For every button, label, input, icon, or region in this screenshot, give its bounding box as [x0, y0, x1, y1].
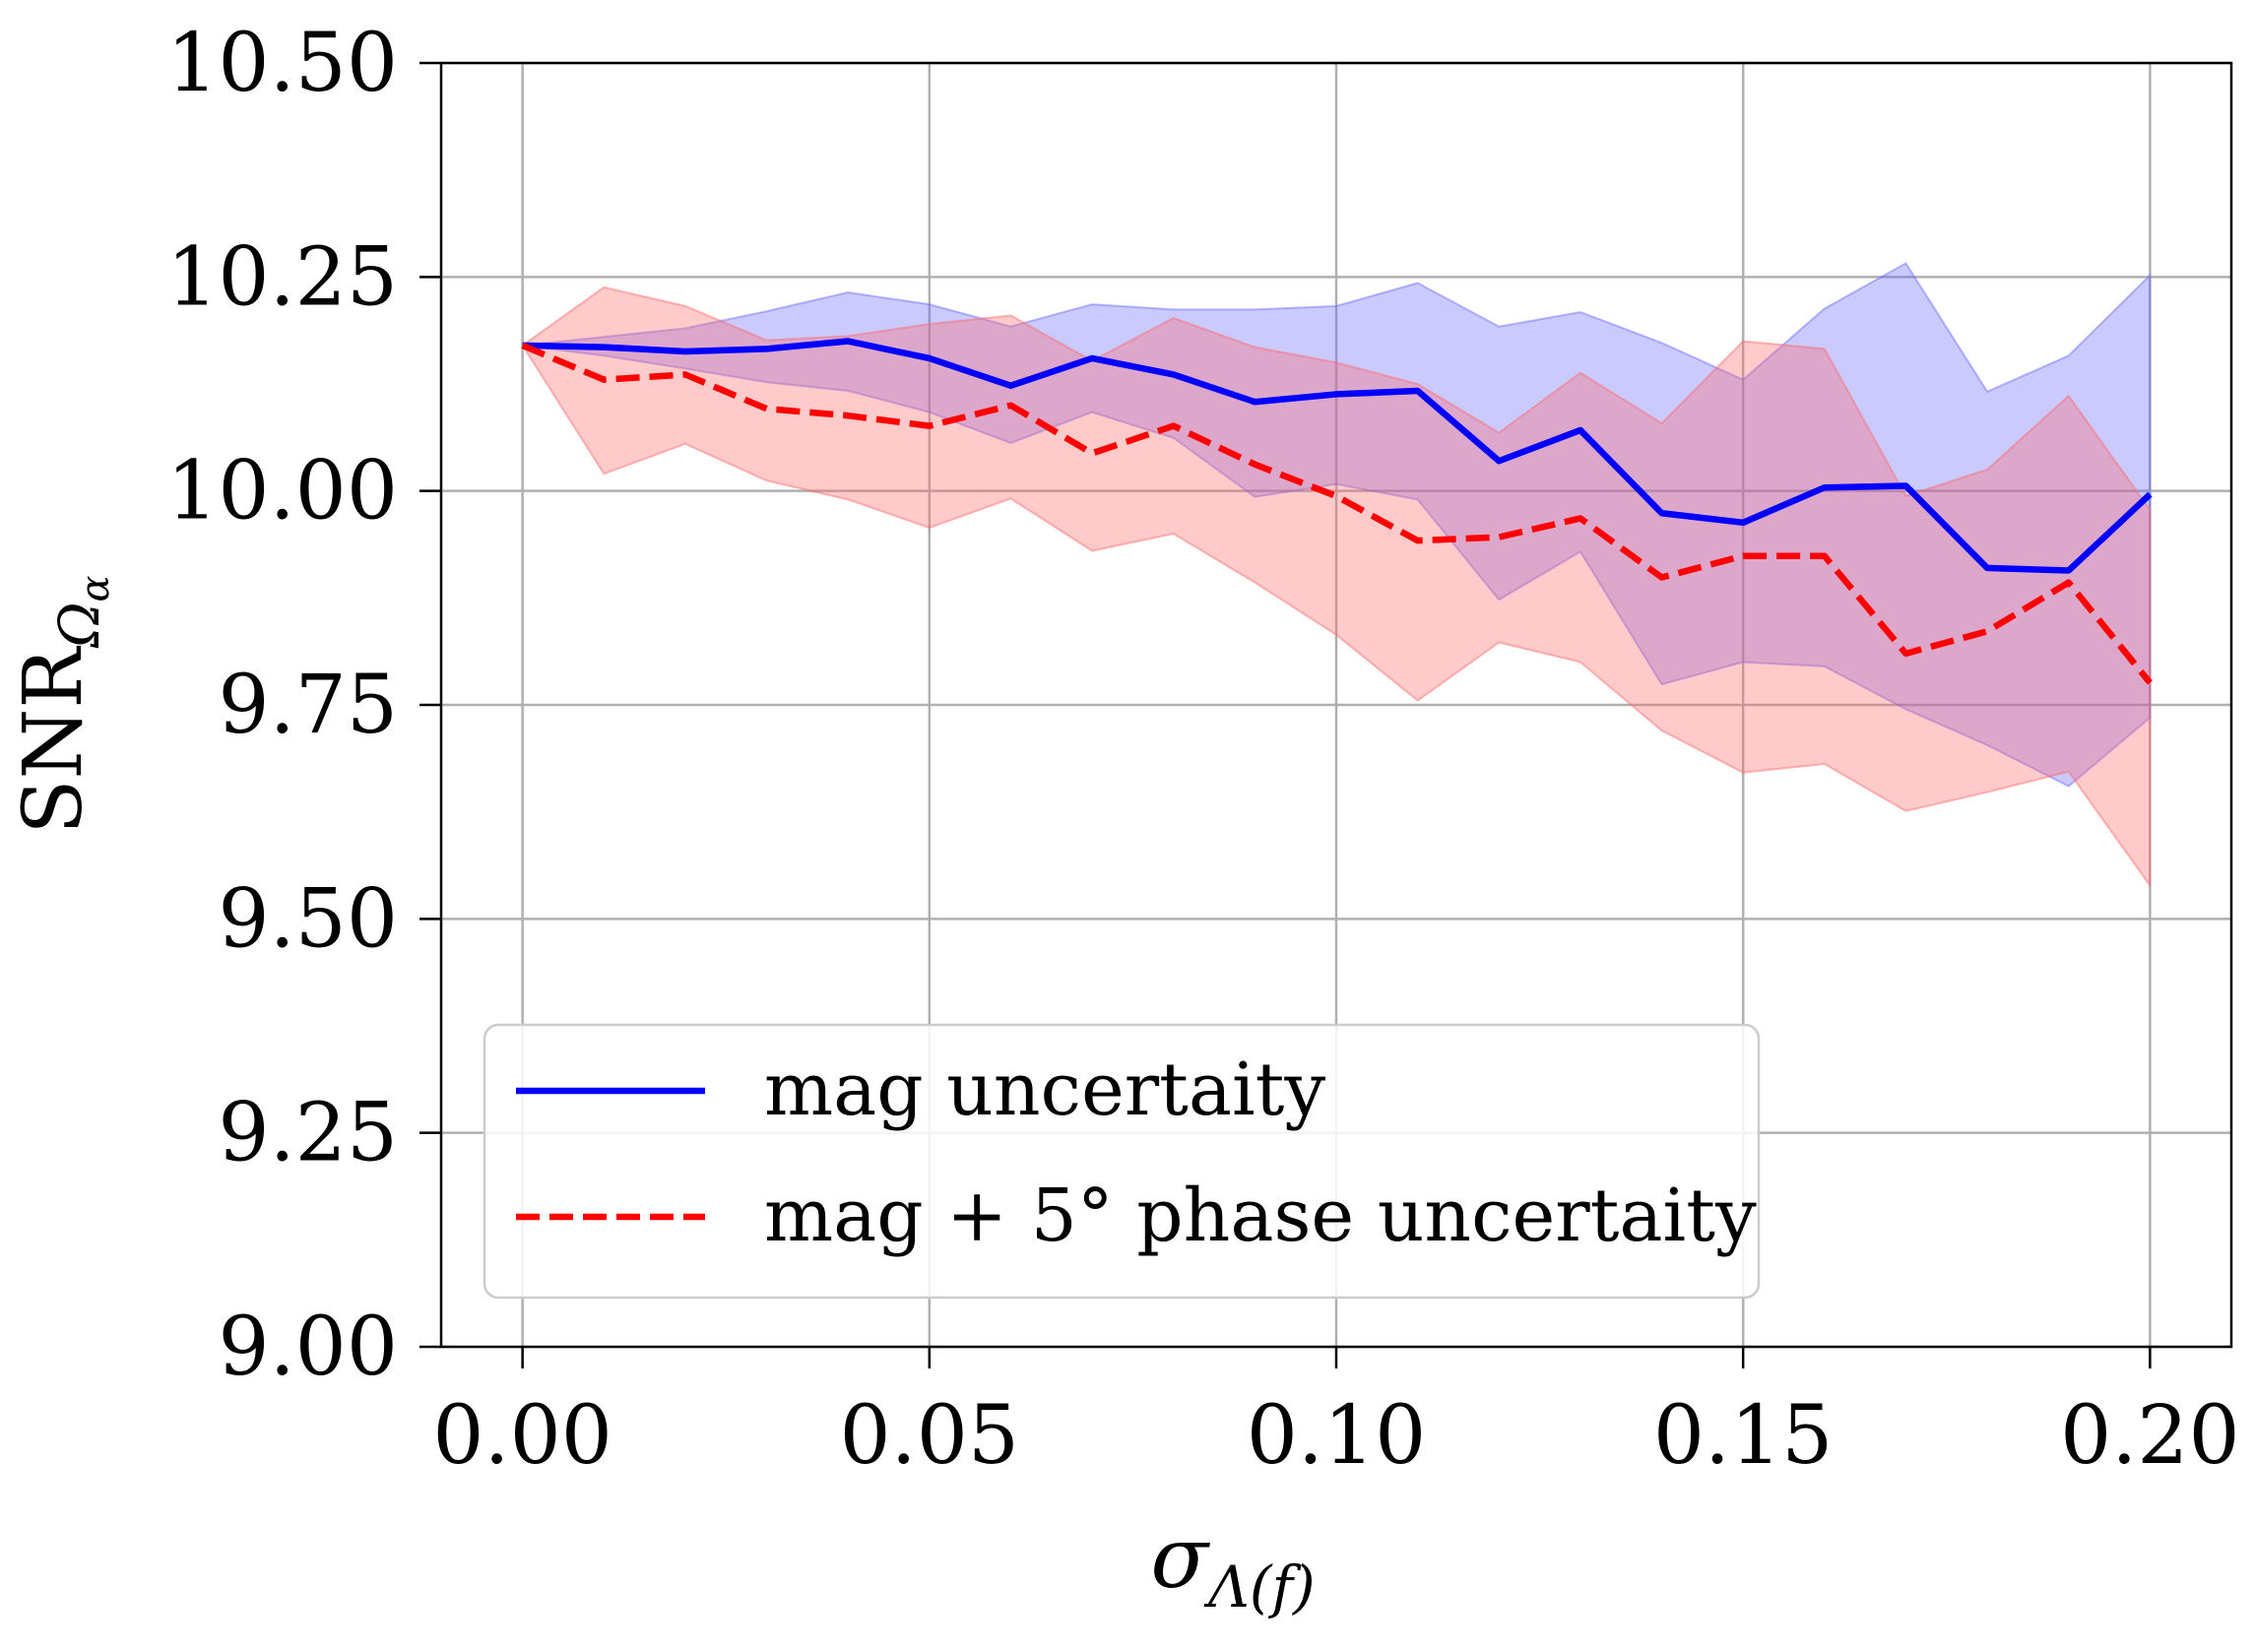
- y-tick-label: 10.25: [166, 230, 398, 324]
- series-line-1: [521, 342, 2153, 685]
- legend-label-mag: mag uncertaity: [764, 1048, 1325, 1132]
- y-axis-label-main: SNR: [7, 646, 100, 835]
- legend: mag uncertaity mag + 5° phase uncertaity: [483, 1023, 1761, 1300]
- x-tick-label: 0.15: [1653, 1389, 1834, 1483]
- y-axis-ticks: 9.00 9.25 9.50 9.75 10.00 10.25 10.50: [166, 17, 441, 1394]
- x-axis-ticks: 0.00 0.05 0.10 0.15 0.20: [432, 1347, 2240, 1483]
- x-tick-label: 0.20: [2060, 1389, 2240, 1483]
- y-axis-label-subsub: α: [73, 575, 118, 602]
- legend-label-mag-phase: mag + 5° phase uncertaity: [764, 1174, 1757, 1258]
- y-axis-label: SNRΩα: [7, 575, 118, 834]
- x-axis-label-main: σ: [1150, 1509, 1210, 1608]
- y-tick-label: 9.00: [218, 1301, 398, 1394]
- y-tick-label: 9.50: [218, 872, 398, 966]
- y-tick-label: 9.25: [218, 1087, 398, 1180]
- y-tick-label: 10.00: [166, 445, 398, 539]
- band-1: [521, 286, 2152, 889]
- x-tick-label: 0.00: [432, 1389, 612, 1483]
- svg-text:SNRΩα: SNRΩα: [7, 575, 118, 834]
- y-tick-label: 10.50: [166, 17, 398, 110]
- series-line-0: [522, 338, 2153, 574]
- legend-box: [483, 1023, 1761, 1300]
- y-tick-label: 9.75: [218, 659, 398, 752]
- x-tick-label: 0.10: [1247, 1389, 1427, 1483]
- x-axis-label-sub: Λ(f): [1203, 1554, 1316, 1620]
- x-axis-label: σΛ(f): [1150, 1509, 1315, 1620]
- series-lines: [521, 338, 2153, 685]
- x-tick-label: 0.05: [840, 1389, 1020, 1483]
- y-axis-label-sub: Ω: [48, 602, 112, 648]
